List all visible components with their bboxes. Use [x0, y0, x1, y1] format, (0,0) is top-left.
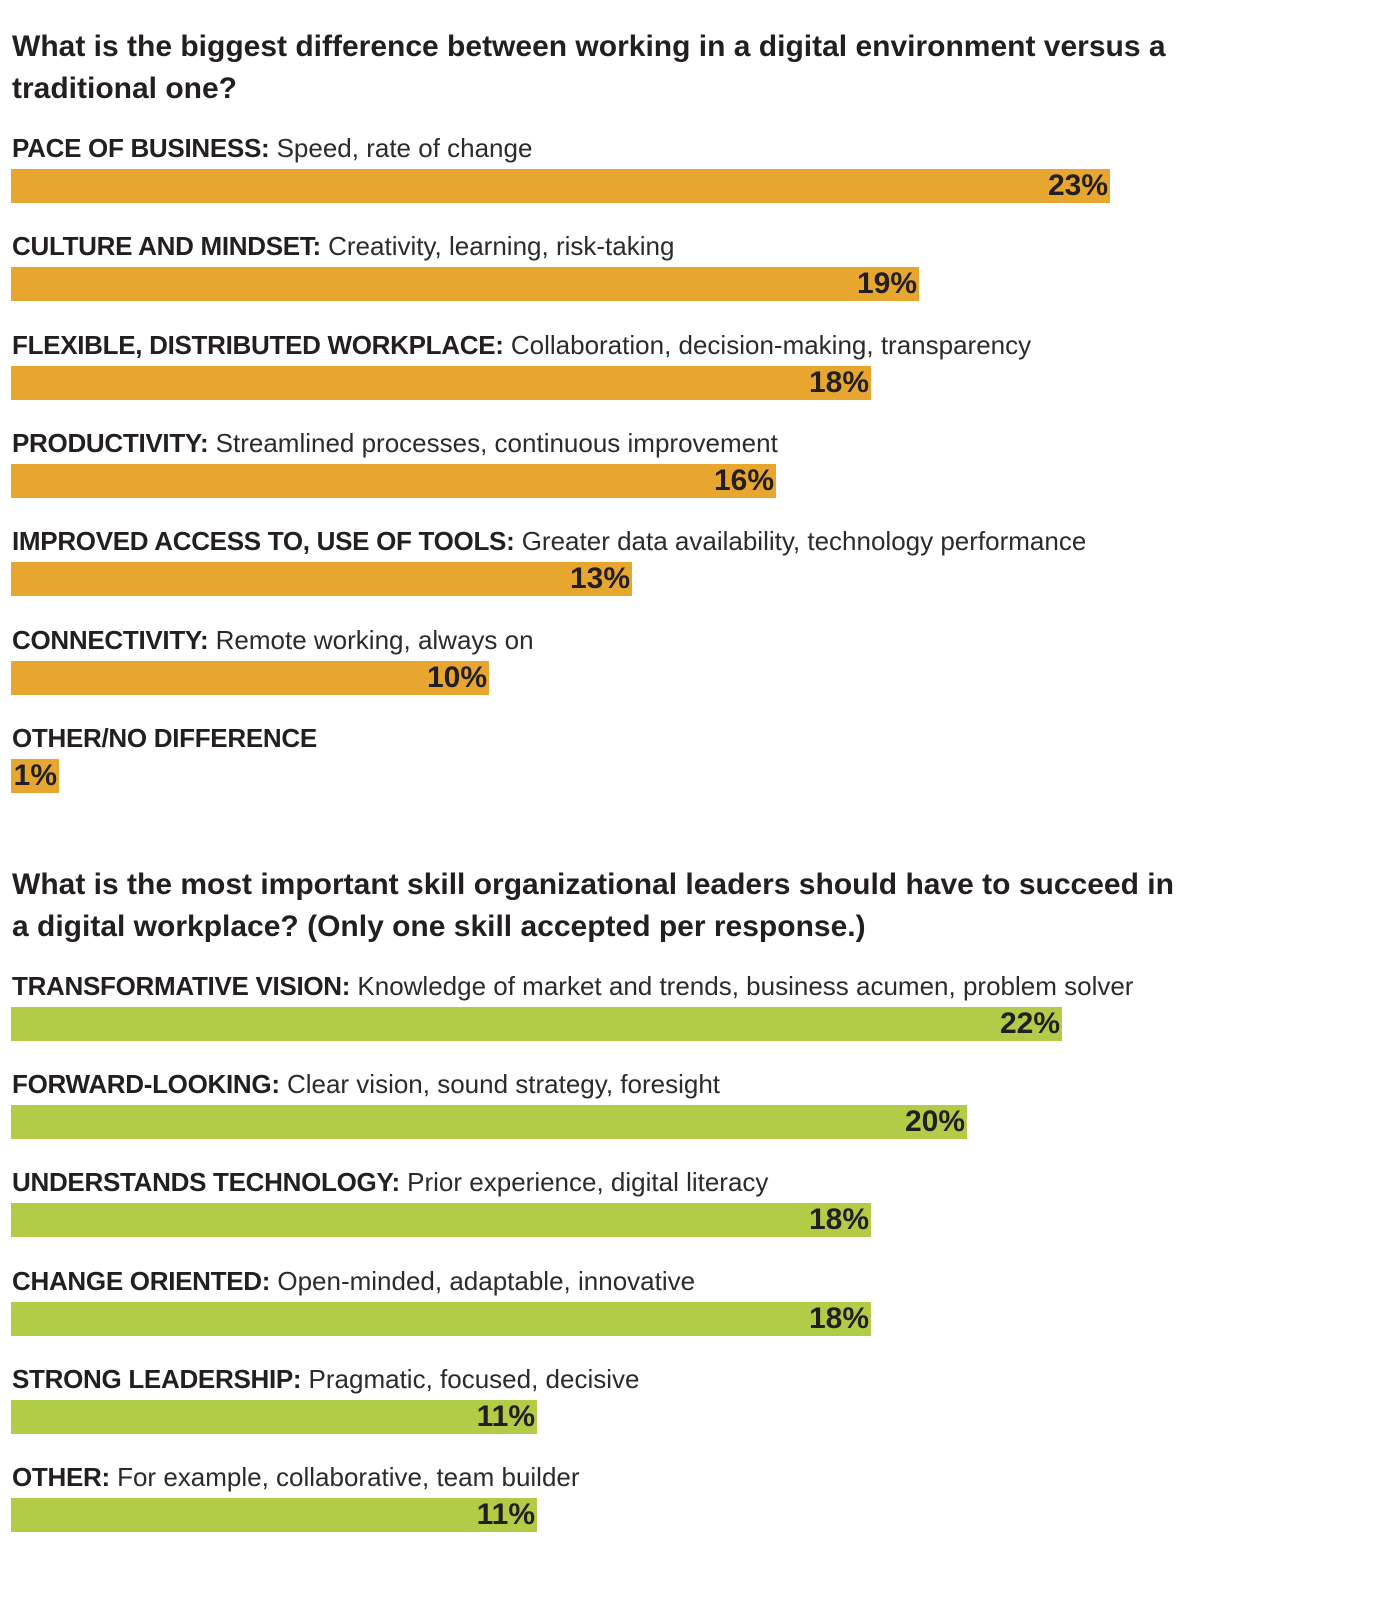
chart-2-bar-transformative-vision: 22% [11, 1007, 1062, 1041]
chart-1-bar-flexible-distributed-workplace: 18% [11, 365, 871, 400]
bar-value-label: 19% [856, 267, 917, 301]
chart-1-label-productivity: PRODUCTIVITY: Streamlined processes, con… [12, 426, 778, 460]
bar-value-label: 11% [476, 1399, 535, 1433]
chart-2-bar-forward-looking: 20% [11, 1105, 967, 1140]
chart-1-bar-productivity: 16% [11, 463, 776, 498]
chart-2-bar-other: 11% [11, 1498, 537, 1532]
chart-1-bar-other-no-difference: 1% [11, 758, 59, 793]
chart-1-bar-culture-and-mindset: 19% [11, 267, 919, 302]
category-name: UNDERSTANDS TECHNOLOGY: [12, 1167, 400, 1198]
category-description: For example, collaborative, team builder [117, 1462, 580, 1492]
chart-2-title: What is the most important skill organiz… [12, 868, 1174, 943]
category-description: Pragmatic, focused, decisive [308, 1363, 640, 1394]
chart-2-bar-understands-technology: 18% [11, 1203, 871, 1238]
category-description: Clear vision, sound strategy, foresight [286, 1069, 720, 1100]
chart-2-label-forward-looking: FORWARD-LOOKING: Clear vision, sound str… [12, 1067, 720, 1101]
category-name: FLEXIBLE, DISTRIBUTED WORKPLACE: [12, 329, 504, 360]
bar-value-label: 18% [808, 1301, 869, 1335]
chart-2-label-understands-technology: UNDERSTANDS TECHNOLOGY: Prior experience… [12, 1165, 768, 1199]
category-name: OTHER: [12, 1462, 110, 1492]
chart-1-bar-connectivity: 10% [11, 660, 489, 695]
chart-1-label-culture-and-mindset: CULTURE AND MINDSET: Creativity, learnin… [12, 229, 674, 263]
chart-1-label-pace-of-business: PACE OF BUSINESS: Speed, rate of change [12, 131, 532, 165]
chart-2-label-transformative-vision: TRANSFORMATIVE VISION: Knowledge of mark… [12, 969, 1133, 1003]
bar-value-label: 13% [569, 562, 630, 596]
bar-value-label: 23% [1047, 169, 1108, 202]
chart-1-bar-pace-of-business: 23% [11, 169, 1110, 203]
chart-1-title: What is the biggest difference between w… [12, 30, 1166, 105]
chart-2-bar-strong-leadership: 11% [11, 1399, 537, 1434]
category-name: TRANSFORMATIVE VISION: [12, 971, 351, 1001]
bar-value-label: 16% [713, 463, 774, 497]
bar-value-label: 20% [904, 1105, 965, 1139]
category-name: CHANGE ORIENTED: [12, 1265, 271, 1296]
bar-value-label: 18% [808, 365, 869, 399]
category-description: Prior experience, digital literacy [407, 1167, 769, 1198]
category-description: Speed, rate of change [276, 133, 533, 163]
chart-1-label-flexible-distributed-workplace: FLEXIBLE, DISTRIBUTED WORKPLACE: Collabo… [12, 328, 1031, 362]
chart-2-bar-change-oriented: 18% [11, 1301, 871, 1336]
bar-value-label: 11% [476, 1498, 535, 1531]
chart-2-label-other: OTHER: For example, collaborative, team … [12, 1460, 580, 1494]
category-name: FORWARD-LOOKING: [12, 1069, 280, 1100]
category-name: CULTURE AND MINDSET: [12, 231, 321, 262]
category-description: Greater data availability, technology pe… [521, 526, 1087, 557]
chart-2-label-strong-leadership: STRONG LEADERSHIP: Pragmatic, focused, d… [12, 1362, 639, 1396]
category-description: Creativity, learning, risk-taking [328, 231, 675, 262]
chart-1-label-other-no-difference: OTHER/NO DIFFERENCE [12, 721, 317, 755]
category-description: Remote working, always on [215, 624, 534, 655]
category-description: Streamlined processes, continuous improv… [215, 427, 778, 458]
bar-value-label: 10% [426, 660, 487, 694]
chart-1-bar-improved-access-to-use-of-tools: 13% [11, 562, 632, 597]
bar-value-label: 18% [808, 1203, 869, 1237]
bar-value-label: 1% [13, 758, 57, 792]
category-description: Knowledge of market and trends, business… [357, 971, 1134, 1001]
category-description: Open-minded, adaptable, innovative [277, 1265, 696, 1296]
category-name: OTHER/NO DIFFERENCE [12, 722, 317, 753]
category-name: PACE OF BUSINESS: [12, 133, 270, 163]
bar-value-label: 22% [999, 1007, 1060, 1040]
category-name: IMPROVED ACCESS TO, USE OF TOOLS: [12, 526, 515, 557]
chart-1-label-improved-access-to-use-of-tools: IMPROVED ACCESS TO, USE OF TOOLS: Greate… [12, 524, 1086, 558]
chart-2-label-change-oriented: CHANGE ORIENTED: Open-minded, adaptable,… [12, 1264, 695, 1298]
category-name: STRONG LEADERSHIP: [12, 1363, 302, 1394]
category-description: Collaboration, decision-making, transpar… [510, 329, 1032, 360]
chart-1-label-connectivity: CONNECTIVITY: Remote working, always on [12, 623, 534, 657]
category-name: PRODUCTIVITY: [12, 427, 209, 458]
category-name: CONNECTIVITY: [12, 624, 209, 655]
